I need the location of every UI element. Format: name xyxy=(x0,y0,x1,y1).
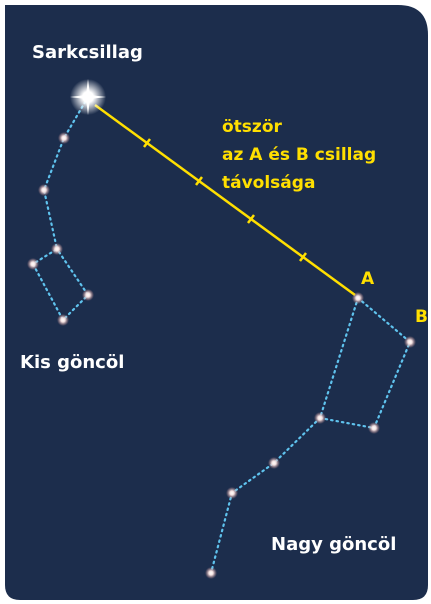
big-dipper-label: Nagy göncöl xyxy=(271,534,396,555)
note-line: távolsága xyxy=(222,173,315,193)
diagram: Sarkcsillag ötször az A és B csillag táv… xyxy=(0,0,431,604)
note-line: az A és B csillag xyxy=(222,145,376,165)
star-a-label: A xyxy=(361,269,375,289)
star-b-label: B xyxy=(415,307,428,327)
little-dipper-label: Kis göncöl xyxy=(20,352,124,373)
note-line: ötször xyxy=(222,117,282,137)
panel xyxy=(5,5,428,600)
polaris-label: Sarkcsillag xyxy=(32,42,143,63)
